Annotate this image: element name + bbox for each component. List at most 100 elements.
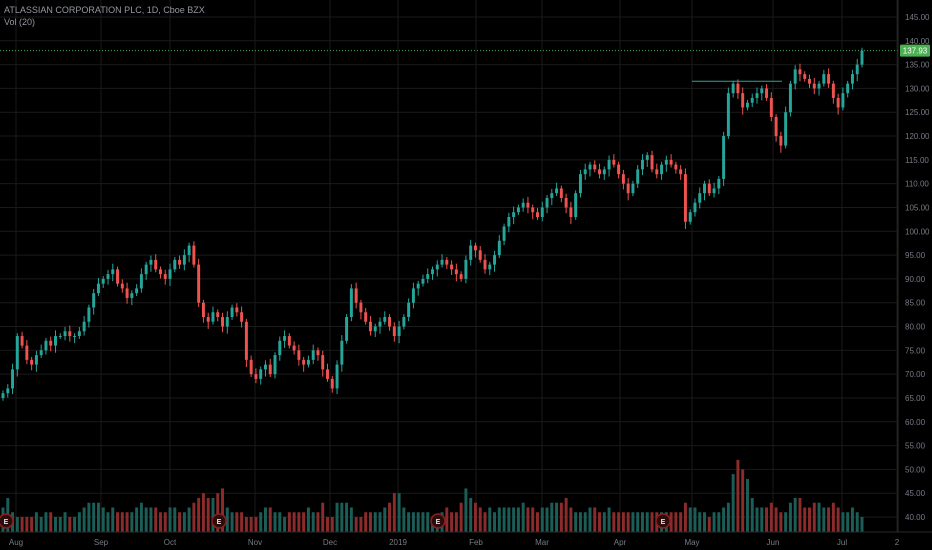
candle-body bbox=[822, 74, 826, 84]
candle-body bbox=[512, 212, 516, 217]
volume-bar bbox=[736, 459, 740, 532]
volume-bar bbox=[569, 507, 573, 532]
volume-bar bbox=[345, 502, 349, 532]
volume-bar bbox=[421, 512, 425, 532]
candle-body bbox=[812, 83, 816, 89]
candle-body bbox=[707, 183, 711, 194]
candle-body bbox=[173, 259, 177, 270]
candle-body bbox=[335, 364, 339, 389]
time-axis[interactable]: Aug Sep Oct Nov Dec 2019 Feb Mar Apr May Jun Jul 2 bbox=[0, 531, 932, 547]
volume-bar bbox=[316, 512, 320, 532]
volume-bar bbox=[182, 512, 186, 532]
candle-body bbox=[73, 336, 77, 338]
candle-body bbox=[469, 245, 473, 260]
volume-bar bbox=[58, 517, 62, 532]
candle-body bbox=[283, 336, 287, 341]
candle-body bbox=[435, 264, 439, 270]
volume-bar bbox=[808, 507, 811, 532]
candle-body bbox=[225, 317, 229, 327]
candle-body bbox=[679, 169, 683, 175]
volume-bar bbox=[96, 502, 100, 532]
candle-body bbox=[631, 183, 635, 194]
volume-bar bbox=[555, 502, 559, 532]
price-tick-label: 55.00 bbox=[905, 442, 926, 451]
candle-body bbox=[44, 340, 48, 351]
volume-bar bbox=[168, 507, 172, 532]
price-tick-label: 75.00 bbox=[905, 346, 926, 355]
volume-bar bbox=[225, 507, 229, 532]
candle-body bbox=[302, 359, 306, 365]
volume-bar bbox=[206, 497, 210, 532]
candle-body bbox=[779, 136, 783, 146]
candle-body bbox=[497, 240, 501, 256]
volume-bar bbox=[397, 493, 401, 532]
time-tick-label: Oct bbox=[164, 538, 177, 547]
volume-bar bbox=[497, 507, 501, 532]
volume-bar bbox=[120, 512, 124, 532]
volume-indicator-label[interactable]: Vol (20) bbox=[4, 17, 36, 27]
volume-bar bbox=[521, 502, 525, 532]
volume-bar bbox=[68, 517, 72, 532]
volume-bar bbox=[731, 474, 735, 532]
candle-body bbox=[359, 302, 363, 313]
candlesticks bbox=[1, 47, 864, 401]
candle-body bbox=[135, 288, 139, 294]
candle-body bbox=[516, 207, 520, 213]
volume-bar bbox=[688, 507, 692, 532]
candle-body bbox=[407, 302, 411, 317]
candle-body bbox=[58, 336, 62, 338]
volume-bar bbox=[693, 507, 697, 532]
price-tick-label: 50.00 bbox=[905, 465, 926, 474]
candle-body bbox=[297, 350, 301, 360]
volume-bar bbox=[20, 517, 24, 532]
candle-body bbox=[254, 374, 258, 379]
price-tick-label: 120.00 bbox=[905, 132, 930, 141]
volume-bar bbox=[722, 507, 726, 532]
candle-body bbox=[206, 317, 210, 322]
candle-body bbox=[15, 336, 19, 370]
volume-bar bbox=[101, 507, 105, 532]
volume-bar bbox=[278, 512, 282, 532]
volume-bar bbox=[478, 507, 482, 532]
volume-bar bbox=[741, 469, 745, 532]
volume-bar bbox=[354, 517, 358, 532]
candle-body bbox=[192, 245, 196, 265]
volume-bar bbox=[178, 512, 182, 532]
volume-bar bbox=[846, 512, 850, 532]
volume-bar bbox=[54, 517, 57, 532]
candle-body bbox=[125, 288, 129, 298]
candle-body bbox=[841, 93, 845, 108]
candle-body bbox=[540, 207, 544, 217]
candle-body bbox=[421, 278, 425, 284]
price-tick-label: 135.00 bbox=[905, 61, 930, 70]
candle-body bbox=[392, 326, 396, 337]
volume-bar bbox=[392, 493, 396, 532]
candle-body bbox=[54, 336, 57, 346]
price-tick-label: 105.00 bbox=[905, 203, 930, 212]
volume-bar bbox=[378, 512, 382, 532]
candle-body bbox=[139, 274, 143, 289]
volume-bar bbox=[788, 502, 792, 532]
candle-body bbox=[87, 307, 91, 322]
candle-body bbox=[364, 312, 368, 322]
volume-bar bbox=[803, 507, 807, 532]
candle-body bbox=[273, 355, 277, 375]
candle-body bbox=[411, 288, 415, 303]
candle-body bbox=[860, 50, 864, 65]
candle-body bbox=[846, 83, 850, 94]
volume-bar bbox=[402, 507, 406, 532]
volume-bar bbox=[302, 512, 306, 532]
candle-body bbox=[593, 164, 597, 170]
candle-body bbox=[445, 259, 449, 265]
candle-body bbox=[211, 312, 215, 322]
candle-body bbox=[555, 188, 559, 194]
volume-bar bbox=[411, 512, 415, 532]
price-axis[interactable]: 40.00 45.00 50.00 55.00 60.00 65.00 70.00 75.00… bbox=[897, 0, 930, 532]
volume-bar bbox=[559, 502, 563, 532]
candle-body bbox=[583, 169, 587, 175]
candle-body bbox=[6, 388, 10, 394]
volume-bar bbox=[774, 507, 778, 532]
price-tick-label: 145.00 bbox=[905, 13, 930, 22]
